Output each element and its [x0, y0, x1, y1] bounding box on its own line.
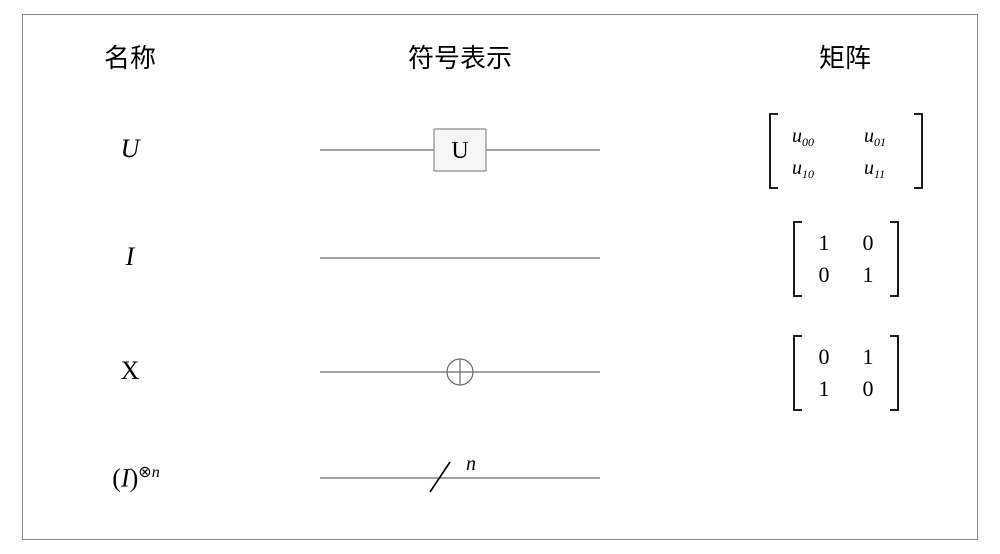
- row-name-U: U: [110, 134, 150, 164]
- symbol-X: [300, 350, 620, 394]
- symbol-U: U: [300, 120, 620, 180]
- svg-text:u00: u00: [792, 125, 814, 149]
- symbol-I: [300, 240, 620, 276]
- symbol-multiwire: n: [300, 452, 620, 504]
- matrix-I: 1 0 0 1: [788, 216, 908, 302]
- matrix-U: u00 u01 u10 u11: [764, 108, 934, 194]
- svg-text:u10: u10: [792, 157, 814, 181]
- svg-text:u11: u11: [864, 157, 885, 181]
- matrix-X: 0 1 1 0: [788, 330, 908, 416]
- svg-text:u01: u01: [864, 125, 886, 149]
- svg-text:1: 1: [863, 262, 874, 287]
- header-symbol: 符号表示: [400, 38, 520, 75]
- svg-text:1: 1: [819, 230, 830, 255]
- svg-text:0: 0: [819, 262, 830, 287]
- row-name-I: I: [110, 242, 150, 272]
- gate-U-label: U: [451, 138, 468, 164]
- svg-text:1: 1: [819, 376, 830, 401]
- multiwire-n-label: n: [466, 453, 476, 475]
- slash-icon: [430, 462, 450, 492]
- tensor-icon: ⊗n: [138, 464, 159, 481]
- svg-text:1: 1: [863, 344, 874, 369]
- header-name: 名称: [80, 38, 180, 75]
- svg-text:0: 0: [863, 230, 874, 255]
- svg-text:0: 0: [863, 376, 874, 401]
- row-name-X: X: [110, 356, 150, 386]
- svg-text:0: 0: [819, 344, 830, 369]
- header-matrix: 矩阵: [810, 38, 880, 75]
- row-name-I-tensor-n: (I)⊗n: [86, 462, 186, 494]
